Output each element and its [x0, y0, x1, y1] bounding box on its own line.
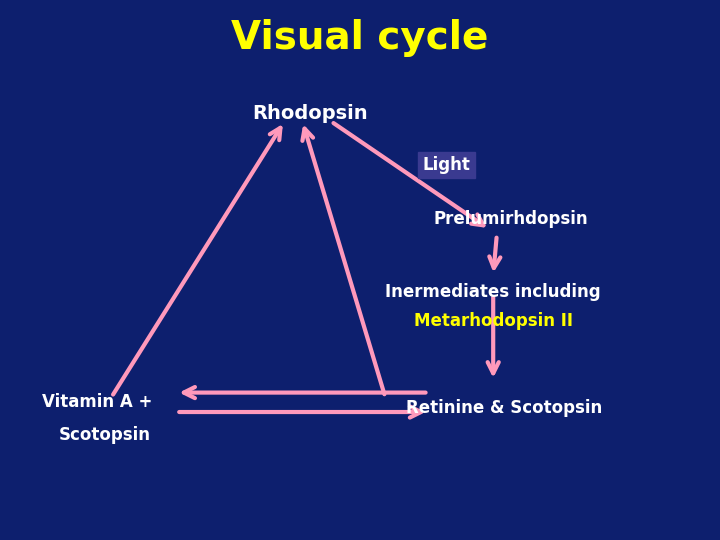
Text: Retinine & Scotopsin: Retinine & Scotopsin [406, 399, 602, 417]
Text: Rhodopsin: Rhodopsin [252, 104, 367, 123]
Text: Vitamin A +: Vitamin A + [42, 393, 153, 411]
Text: Visual cycle: Visual cycle [231, 19, 489, 57]
Text: Light: Light [423, 156, 470, 174]
Text: Scotopsin: Scotopsin [58, 426, 150, 444]
Text: Inermediates including: Inermediates including [385, 282, 601, 301]
Text: Prelumirhdopsin: Prelumirhdopsin [434, 210, 588, 228]
Text: Metarhodopsin II: Metarhodopsin II [414, 312, 572, 330]
